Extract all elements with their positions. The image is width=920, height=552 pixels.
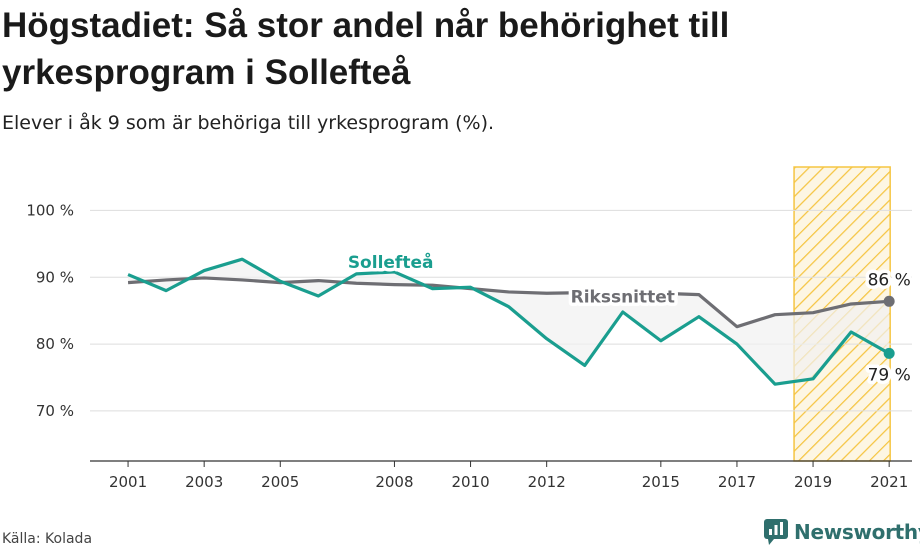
end-label-rikssnittet: 86 % bbox=[868, 270, 911, 290]
x-tick-label: 2012 bbox=[528, 473, 566, 491]
series-label-rikssnittet: Rikssnittet bbox=[571, 288, 675, 308]
y-tick-label: 90 % bbox=[36, 268, 74, 286]
series-line-rikssnittet bbox=[127, 276, 890, 329]
x-tick-label: 2001 bbox=[109, 473, 147, 491]
x-tick-label: 2010 bbox=[451, 473, 489, 491]
end-label-solleftea: 79 % bbox=[868, 365, 911, 385]
x-tick-label: 2008 bbox=[375, 473, 413, 491]
x-tick-label: 2019 bbox=[794, 473, 832, 491]
newsworthy-logo-icon bbox=[764, 519, 788, 545]
x-tick-label: 2015 bbox=[642, 473, 680, 491]
brand-logo[interactable]: Newsworthy bbox=[764, 519, 920, 545]
gap-area bbox=[128, 259, 890, 385]
source-note: Källa: Kolada bbox=[2, 531, 93, 547]
end-marker-rikssnittet bbox=[883, 295, 895, 307]
series-line-solleftea bbox=[127, 257, 890, 386]
brand-name: Newsworthy bbox=[794, 520, 920, 544]
y-tick-label: 100 % bbox=[26, 201, 74, 219]
chart-subtitle: Elever i åk 9 som är behöriga till yrkes… bbox=[2, 112, 495, 134]
chart-title: Högstadiet: Så stor andel når behörighet… bbox=[2, 6, 730, 92]
x-tick-label: 2003 bbox=[185, 473, 223, 491]
y-tick-label: 80 % bbox=[36, 335, 74, 353]
x-tick-label: 2021 bbox=[870, 473, 908, 491]
series-label-solleftea: Sollefteå bbox=[348, 251, 434, 273]
x-tick-label: 2017 bbox=[718, 473, 756, 491]
x-tick-label: 2005 bbox=[261, 473, 299, 491]
y-tick-label: 70 % bbox=[36, 402, 74, 420]
end-marker-solleftea bbox=[883, 347, 895, 359]
